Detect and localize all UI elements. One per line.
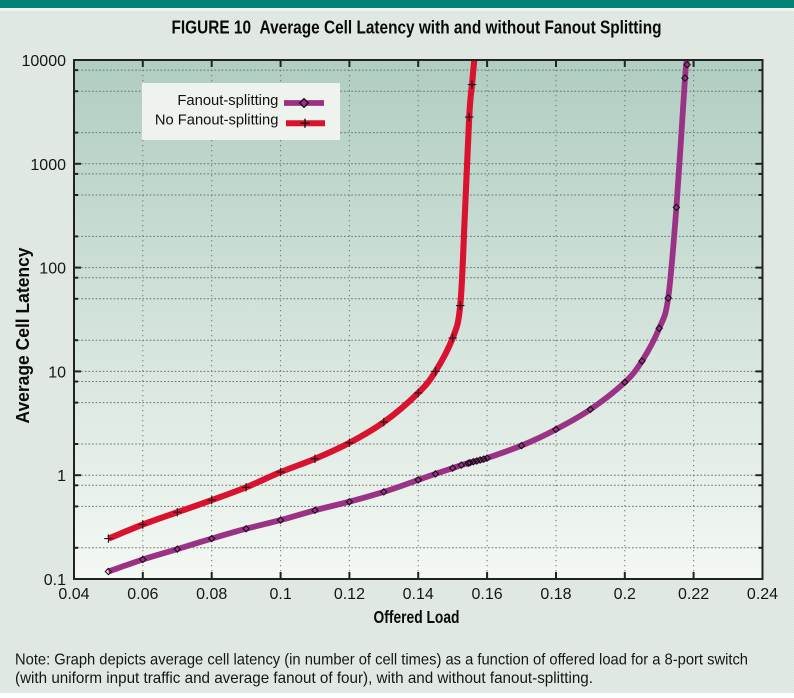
svg-text:0.16: 0.16 xyxy=(472,586,503,603)
svg-text:1: 1 xyxy=(57,468,66,485)
svg-text:0.2: 0.2 xyxy=(614,586,636,603)
svg-text:10: 10 xyxy=(48,364,66,381)
svg-text:(with uniform input traffic an: (with uniform input traffic and average … xyxy=(15,670,593,687)
svg-text:0.22: 0.22 xyxy=(678,586,709,603)
svg-text:0.1: 0.1 xyxy=(44,572,66,589)
svg-text:0.1: 0.1 xyxy=(269,586,291,603)
svg-text:No Fanout-splitting: No Fanout-splitting xyxy=(155,112,279,128)
svg-text:100: 100 xyxy=(39,261,66,278)
svg-text:0.24: 0.24 xyxy=(747,586,778,603)
svg-text:0.06: 0.06 xyxy=(127,586,158,603)
svg-text:0.14: 0.14 xyxy=(403,586,434,603)
svg-text:0.12: 0.12 xyxy=(334,586,365,603)
svg-text:1000: 1000 xyxy=(30,157,66,174)
svg-text:Fanout-splitting: Fanout-splitting xyxy=(177,93,278,109)
svg-text:0.08: 0.08 xyxy=(196,586,227,603)
svg-text:FIGURE 10 Average Cell Latenc: FIGURE 10 Average Cell Latency with and … xyxy=(172,18,662,38)
svg-text:10000: 10000 xyxy=(22,53,67,70)
svg-text:Offered Load: Offered Load xyxy=(374,607,460,627)
svg-text:0.18: 0.18 xyxy=(540,586,571,603)
svg-text:Average Cell Latency: Average Cell Latency xyxy=(13,248,33,424)
svg-text:0.04: 0.04 xyxy=(58,586,89,603)
svg-text:Note: Graph depicts average ce: Note: Graph depicts average cell latency… xyxy=(15,652,748,669)
